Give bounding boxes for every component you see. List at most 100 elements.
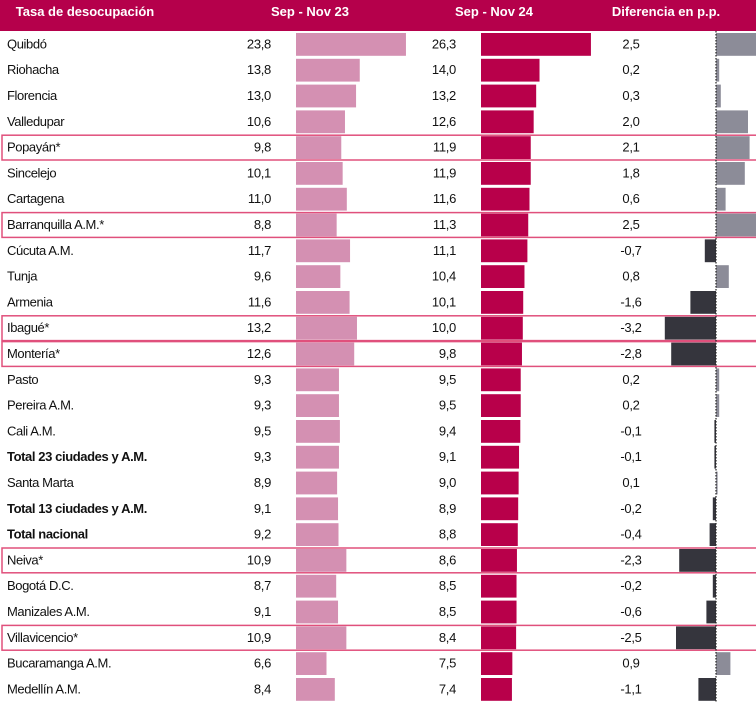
bar-sep-nov-24 [481, 187, 530, 211]
value-sep-nov-23: 13,8 [247, 62, 271, 77]
value-difference: -0,1 [620, 423, 641, 438]
table-row: Villavicencio* 10,9 8,4 -2,5 [1, 624, 756, 651]
value-sep-nov-24: 9,8 [439, 346, 456, 361]
table-row: Florencia 13,0 13,2 0,3 [7, 84, 721, 108]
city-label: Villavicencio* [7, 630, 78, 645]
table-row: Cartagena 11,0 11,6 0,6 [7, 187, 726, 211]
table-row: Valledupar 10,6 12,6 2,0 [7, 110, 748, 134]
bar-difference [716, 187, 726, 211]
value-sep-nov-23: 10,6 [247, 114, 271, 129]
bar-sep-nov-23 [296, 394, 339, 417]
city-label: Florencia [7, 88, 58, 103]
value-sep-nov-24: 8,6 [439, 552, 456, 567]
bar-difference [716, 394, 720, 417]
bar-sep-nov-23 [296, 316, 357, 340]
bar-difference [714, 420, 716, 443]
value-difference: 0,1 [622, 475, 639, 490]
bar-sep-nov-23 [296, 136, 342, 159]
bar-sep-nov-23 [296, 265, 341, 288]
header-background [0, 0, 756, 31]
bar-sep-nov-24 [481, 58, 540, 82]
bar-sep-nov-24 [481, 394, 521, 417]
value-difference: 0,3 [622, 88, 639, 103]
bar-difference [716, 162, 745, 185]
value-sep-nov-23: 9,1 [254, 604, 271, 619]
bar-sep-nov-23 [296, 213, 337, 237]
highlight-frame [1, 134, 756, 161]
value-difference: 2,1 [622, 140, 639, 155]
bar-sep-nov-24 [481, 471, 519, 495]
bar-sep-nov-23 [296, 58, 360, 82]
highlight-frame [1, 340, 756, 368]
table-row: Montería* 12,6 9,8 -2,8 [1, 340, 756, 368]
value-sep-nov-24: 9,1 [439, 449, 456, 464]
bar-difference [716, 58, 720, 82]
value-sep-nov-23: 8,4 [254, 681, 271, 696]
value-sep-nov-23: 11,6 [248, 294, 271, 309]
table-row: Barranquilla A.M.* 8,8 11,3 2,5 [1, 211, 756, 239]
value-difference: 0,9 [622, 656, 639, 671]
value-sep-nov-24: 11,9 [433, 140, 456, 155]
value-difference: 2,5 [622, 36, 639, 51]
value-sep-nov-23: 9,8 [254, 140, 271, 155]
value-difference: 0,2 [622, 372, 639, 387]
value-difference: -0,2 [620, 578, 641, 593]
bar-sep-nov-23 [296, 445, 339, 469]
bar-sep-nov-23 [296, 626, 347, 650]
value-sep-nov-23: 9,6 [254, 269, 271, 284]
value-difference: -0,1 [620, 449, 641, 464]
bar-sep-nov-23 [296, 678, 335, 701]
value-sep-nov-24: 11,6 [433, 191, 456, 206]
bar-difference [716, 33, 756, 56]
bar-difference [664, 316, 716, 340]
value-sep-nov-24: 10,0 [432, 320, 456, 335]
bar-difference [716, 110, 748, 134]
bar-sep-nov-24 [481, 549, 517, 572]
city-label: Total 23 ciudades y A.M. [7, 449, 147, 464]
bar-difference [712, 574, 716, 598]
bar-difference [716, 84, 721, 108]
value-sep-nov-24: 8,4 [439, 630, 456, 645]
bar-sep-nov-23 [296, 291, 350, 314]
value-sep-nov-24: 8,5 [439, 604, 456, 619]
value-difference: -0,4 [620, 527, 641, 542]
value-difference: 0,2 [622, 62, 639, 77]
header-city: Tasa de desocupación [16, 4, 155, 19]
city-label: Total nacional [7, 527, 88, 542]
bar-difference [704, 239, 716, 263]
city-label: Manizales A.M. [7, 604, 90, 619]
city-label: Santa Marta [7, 475, 75, 490]
bar-sep-nov-23 [296, 368, 339, 392]
city-label: Neiva* [7, 552, 43, 567]
value-sep-nov-24: 11,9 [433, 165, 456, 180]
value-sep-nov-23: 13,0 [247, 88, 271, 103]
bar-sep-nov-24 [481, 136, 531, 159]
highlight-frame [1, 547, 756, 574]
city-label: Tunja [7, 269, 38, 284]
city-label: Cali A.M. [7, 423, 55, 438]
value-sep-nov-23: 8,7 [254, 578, 271, 593]
city-label: Montería* [7, 346, 60, 361]
bar-sep-nov-24 [481, 600, 517, 624]
value-sep-nov-24: 7,4 [439, 681, 456, 696]
bar-sep-nov-23 [296, 420, 340, 443]
bar-difference [716, 213, 756, 237]
value-sep-nov-23: 9,5 [254, 423, 271, 438]
bar-sep-nov-24 [481, 84, 537, 108]
bar-sep-nov-24 [481, 213, 529, 237]
table-row: Neiva* 10,9 8,6 -2,3 [1, 547, 756, 574]
bar-sep-nov-24 [481, 33, 591, 56]
bar-sep-nov-24 [481, 497, 519, 521]
city-label: Valledupar [7, 114, 65, 129]
value-difference: -0,6 [620, 604, 641, 619]
bar-sep-nov-24 [481, 420, 521, 443]
bar-sep-nov-23 [296, 187, 347, 211]
table-row: Santa Marta 8,9 9,0 0,1 [7, 471, 718, 495]
value-sep-nov-24: 8,9 [439, 501, 456, 516]
city-label: Ibagué* [7, 320, 49, 335]
table-row: Tunja 9,6 10,4 0,8 [7, 265, 729, 288]
value-sep-nov-23: 9,1 [254, 501, 271, 516]
bar-sep-nov-23 [296, 574, 337, 598]
header-difference: Diferencia en p.p. [612, 4, 720, 19]
